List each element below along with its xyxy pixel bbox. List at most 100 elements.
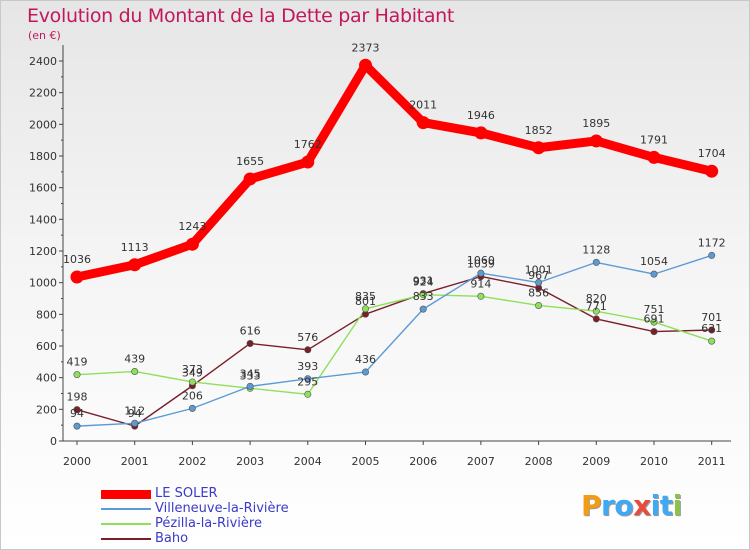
data-label-1-10: 1054 [640,255,668,268]
data-label-1-5: 436 [355,353,376,366]
data-point-0-11 [705,164,719,178]
data-point-0-4 [301,155,315,169]
data-point-1-1 [131,419,139,427]
data-label-2-11: 631 [701,322,722,335]
y-tick-label: 800 [36,308,57,321]
x-tick-label: 2004 [294,455,322,468]
data-point-0-9 [589,134,603,148]
legend-item-2: Pézilla-la-Rivière [101,516,361,532]
data-label-2-5: 835 [355,290,376,303]
y-tick-label: 1600 [29,182,57,195]
data-label-2-9: 820 [586,292,607,305]
data-point-2-0 [73,371,81,379]
y-tick-label: 2000 [29,118,57,131]
data-point-2-11 [708,337,716,345]
data-point-1-4 [304,375,312,383]
data-label-3-4: 576 [297,331,318,344]
data-point-1-0 [73,422,81,430]
x-tick-label: 2011 [698,455,726,468]
data-label-1-6: 833 [413,290,434,303]
data-label-1-9: 1128 [582,243,610,256]
y-tick-label: 1200 [29,245,57,258]
x-tick-label: 2000 [63,455,91,468]
legend-swatch [101,538,151,540]
data-label-0-5: 2373 [352,41,380,54]
legend-label: Pézilla-la-Rivière [155,516,262,531]
y-tick-label: 2200 [29,87,57,100]
legend-item-3: Baho [101,531,361,547]
data-label-0-11: 1704 [698,147,726,160]
x-tick-label: 2001 [121,455,149,468]
series-line-0 [72,60,717,282]
data-label-3-8: 967 [528,269,549,282]
data-point-0-10 [647,150,661,164]
x-tick-label: 2002 [178,455,206,468]
y-tick-label: 400 [36,372,57,385]
data-point-0-2 [185,237,199,251]
data-label-0-3: 1655 [236,155,264,168]
x-tick-label: 2007 [467,455,495,468]
data-point-0-1 [128,258,142,272]
data-label-2-0: 419 [67,356,88,369]
data-point-2-2 [188,378,196,386]
data-point-2-9 [592,307,600,315]
data-label-1-7: 1060 [467,254,495,267]
data-label-3-11: 701 [701,311,722,324]
y-tick-label: 600 [36,340,57,353]
data-label-3-2: 349 [182,367,203,380]
chart-title: Evolution du Montant de la Dette par Hab… [27,5,455,27]
data-point-0-5 [359,58,372,72]
data-point-3-11 [708,326,716,334]
legend-swatch [101,508,151,510]
y-tick-label: 1000 [29,277,57,290]
data-point-1-5 [361,368,369,376]
data-point-3-0 [73,406,81,414]
data-point-2-6 [419,291,427,299]
data-label-0-6: 2011 [409,99,437,112]
data-point-3-4 [304,346,312,354]
data-label-0-4: 1762 [294,138,322,151]
y-tick-label: 0 [50,435,57,448]
data-point-1-8 [535,279,543,287]
data-point-1-10 [650,270,658,278]
chart-subtitle: (en €) [28,29,61,42]
legend-swatch [101,489,151,499]
data-point-0-7 [474,126,488,140]
legend-item-0: LE SOLER [101,486,361,502]
data-point-1-7 [477,269,485,277]
data-point-3-10 [650,328,658,336]
data-label-3-3: 616 [240,324,261,337]
legend-swatch [101,523,151,525]
data-point-0-8 [532,141,546,155]
data-point-1-6 [419,305,427,313]
x-tick-label: 2008 [525,455,553,468]
data-label-0-0: 1036 [63,253,91,266]
data-point-2-4 [304,390,312,398]
x-tick-label: 2010 [640,455,668,468]
data-point-2-5 [361,305,369,313]
data-point-2-8 [535,301,543,309]
data-label-0-10: 1791 [640,133,668,146]
data-label-3-10: 691 [644,313,665,326]
x-tick-label: 2009 [582,455,610,468]
data-point-1-2 [188,404,196,412]
data-label-1-0: 94 [70,407,84,420]
series-line-3 [76,275,713,427]
data-label-3-7: 1039 [467,257,495,270]
data-label-2-2: 373 [182,363,203,376]
legend-item-1: Villeneuve-la-Rivière [101,501,361,517]
series-line-2 [76,294,713,395]
data-point-3-3 [246,339,254,347]
data-label-2-1: 439 [124,352,145,365]
data-label-0-9: 1895 [582,117,610,130]
data-label-2-7: 914 [470,277,491,290]
data-label-1-3: 345 [240,367,261,380]
chart-legend: LE SOLER Villeneuve-la-Rivière Pézilla-la-… [101,486,361,547]
data-label-1-11: 1172 [698,236,726,249]
y-tick-label: 1800 [29,150,57,163]
data-label-3-9: 771 [586,300,607,313]
data-point-2-10 [650,318,658,326]
x-tick-label: 2006 [409,455,437,468]
